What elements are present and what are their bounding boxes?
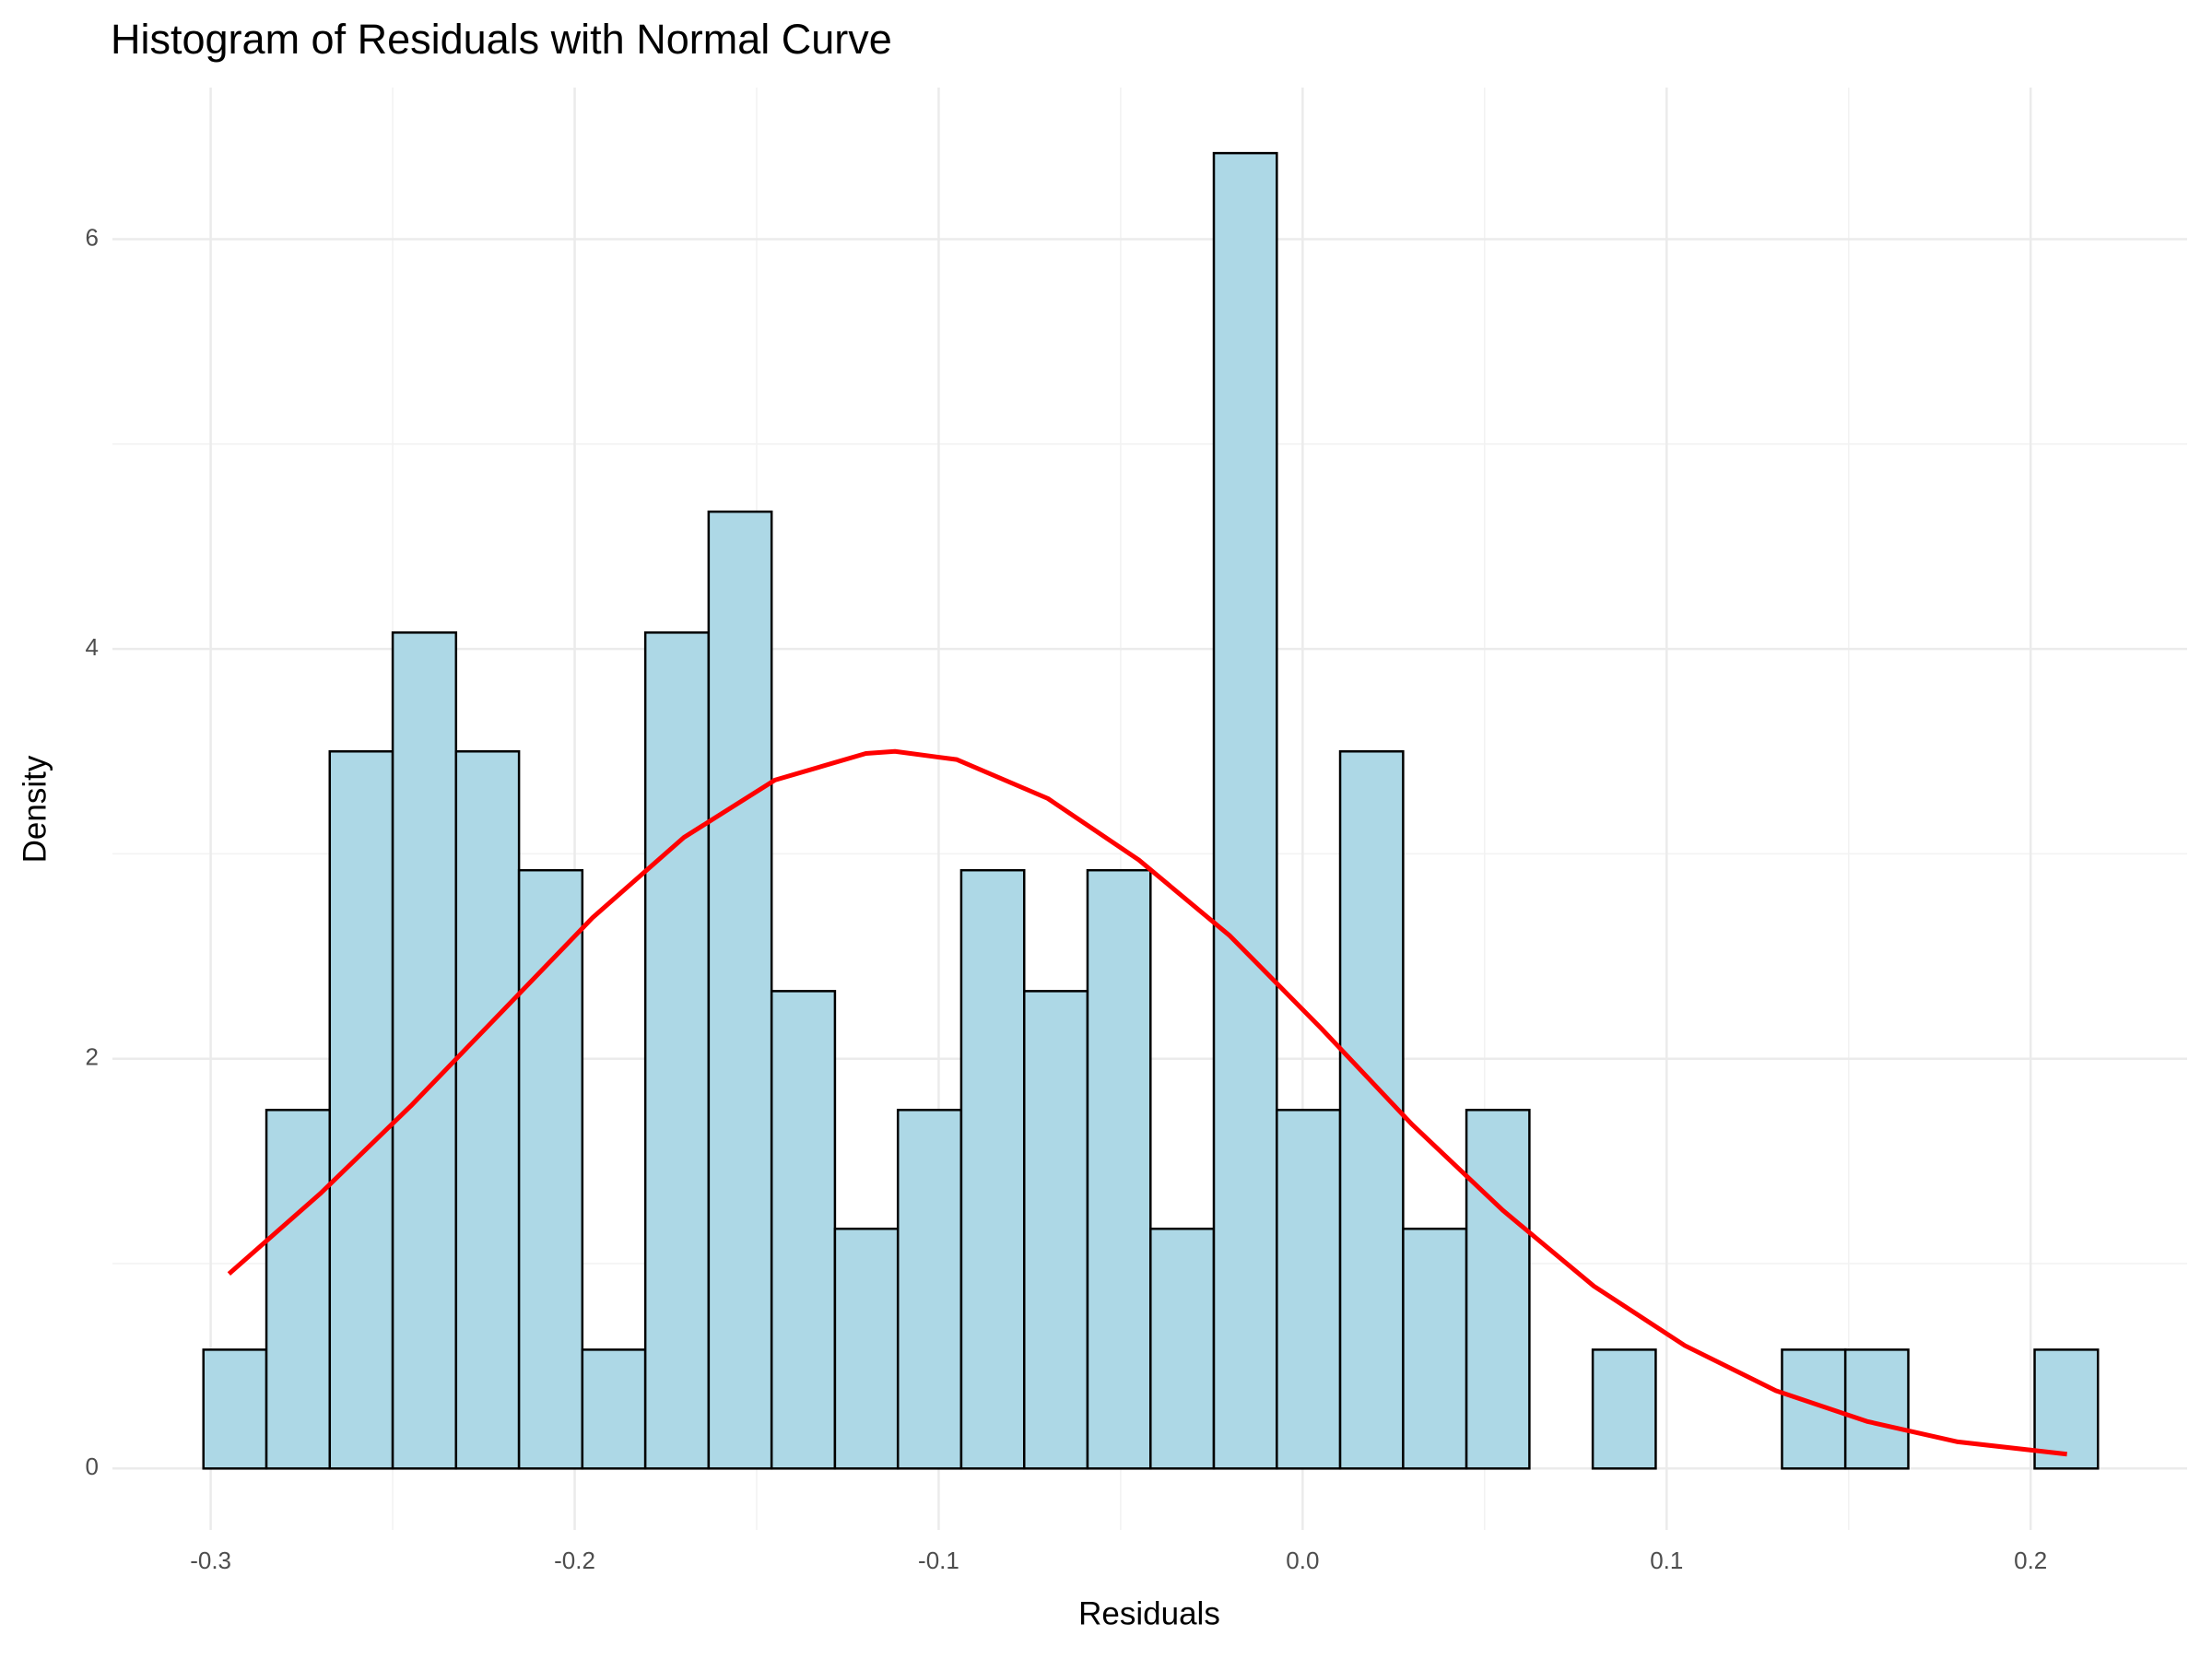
x-tick-label: 0.1: [1650, 1547, 1683, 1574]
bar: [896, 1109, 963, 1470]
bar: [770, 990, 837, 1470]
x-tick-label: 0.2: [2014, 1547, 2047, 1574]
bar: [1212, 151, 1278, 1470]
bar: [581, 1348, 647, 1470]
x-axis-title: Residuals: [1078, 1595, 1220, 1631]
marks: [202, 151, 2100, 1470]
bar: [1591, 1348, 1657, 1470]
bar: [328, 750, 394, 1470]
bar: [391, 631, 458, 1470]
bar: [454, 750, 521, 1470]
y-tick-label: 0: [86, 1453, 99, 1480]
x-tick-label: -0.3: [190, 1547, 231, 1574]
bar: [959, 868, 1026, 1470]
chart-title: Histogram of Residuals with Normal Curve: [111, 16, 892, 63]
bar: [517, 868, 584, 1470]
bar: [1465, 1109, 1531, 1470]
bar: [833, 1227, 900, 1470]
y-axis-title: Density: [17, 755, 53, 863]
bar: [1402, 1227, 1468, 1470]
y-tick-label: 6: [86, 223, 99, 251]
bar: [1276, 1109, 1342, 1470]
bar: [643, 631, 711, 1470]
bar: [1338, 750, 1405, 1470]
bar: [1023, 990, 1089, 1470]
y-tick-label: 4: [86, 633, 99, 661]
bar: [1149, 1227, 1216, 1470]
tick-labels: 0 2 4 6 -0.3 -0.2 -0.1 0.0 0.1 0.2: [86, 223, 2048, 1573]
x-tick-label: 0.0: [1286, 1547, 1319, 1574]
bar: [265, 1109, 332, 1470]
bar: [707, 510, 773, 1470]
x-tick-label: -0.1: [918, 1547, 959, 1574]
x-tick-label: -0.2: [554, 1547, 595, 1574]
y-tick-label: 2: [86, 1043, 99, 1071]
bar: [1086, 868, 1152, 1470]
bar: [2033, 1348, 2100, 1470]
bar: [202, 1348, 268, 1470]
bar: [1843, 1348, 1910, 1470]
normal-curve: [227, 748, 2067, 1457]
